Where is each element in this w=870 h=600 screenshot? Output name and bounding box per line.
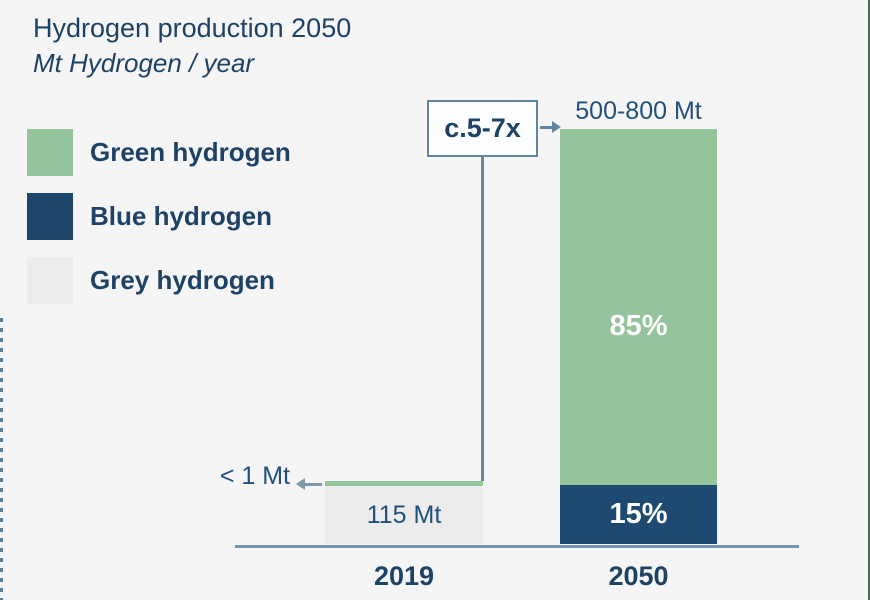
bar-2050-blue-segment: 15% <box>560 485 717 544</box>
arrow-left-icon <box>304 483 322 486</box>
x-axis-label-2050: 2050 <box>608 561 669 591</box>
right-edge-accent-line <box>868 0 870 600</box>
green-2019-annotation: < 1 Mt <box>219 462 290 490</box>
bar-2050-green-percent-label: 85% <box>609 310 668 342</box>
bar-2019-grey-segment: 115 Mt <box>325 486 483 544</box>
x-axis-label-2019: 2019 <box>373 561 435 591</box>
arrow-right-head-icon <box>552 121 561 133</box>
arrow-left-head-icon <box>296 478 305 490</box>
legend-item-green-hydrogen: Green hydrogen <box>27 128 291 176</box>
x-axis-line <box>235 545 799 548</box>
page-title: Hydrogen production 2050 <box>33 13 352 43</box>
legend-item-blue-hydrogen: Blue hydrogen <box>27 192 291 240</box>
page-subtitle: Mt Hydrogen / year <box>33 48 255 78</box>
legend-swatch-grey <box>27 256 73 304</box>
bar-2019-value-label: 115 Mt <box>366 500 442 529</box>
legend-label-green: Green hydrogen <box>90 136 291 167</box>
callout-connector-line <box>481 157 484 481</box>
bar-2050-green-segment: 85% <box>560 129 717 485</box>
arrow-right-icon <box>540 126 554 129</box>
legend-item-grey-hydrogen: Grey hydrogen <box>27 256 291 304</box>
legend-swatch-blue <box>27 192 73 240</box>
legend: Green hydrogen Blue hydrogen Grey hydrog… <box>27 128 291 304</box>
bar-2050-total-label: 500-800 Mt <box>575 97 702 125</box>
growth-callout-box: c.5-7x <box>427 100 538 157</box>
bar-2050-blue-percent-label: 15% <box>609 498 668 530</box>
legend-label-grey: Grey hydrogen <box>90 264 275 295</box>
left-edge-dotted-line <box>0 318 3 600</box>
legend-swatch-green <box>27 128 73 176</box>
legend-label-blue: Blue hydrogen <box>90 200 273 231</box>
bar-2019-green-segment <box>325 481 483 486</box>
